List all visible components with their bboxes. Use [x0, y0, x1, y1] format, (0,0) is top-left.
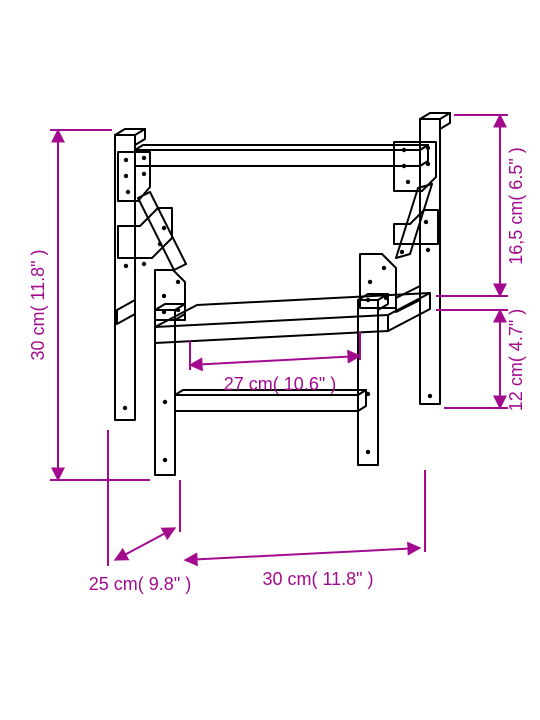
dim-depth: 25 cm( 9.8" ) [89, 574, 191, 594]
dim-upper-height: 16,5 cm( 6.5" ) [506, 147, 526, 264]
dim-height-total: 30 cm( 11.8" ) [28, 249, 48, 360]
dim-shelf-width: 27 cm( 10.6" ) [224, 374, 336, 394]
dim-lower-height: 12 cm( 4.7" ) [506, 309, 526, 411]
dim-width-bottom: 30 cm( 11.8" ) [262, 569, 373, 589]
